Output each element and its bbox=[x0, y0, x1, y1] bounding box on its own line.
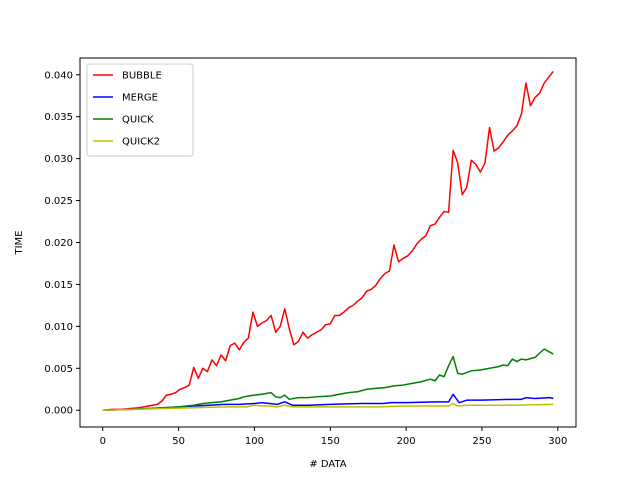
series-line-quick2 bbox=[102, 402, 554, 411]
series-line-merge bbox=[102, 393, 554, 411]
series-line-quick bbox=[102, 348, 554, 411]
y-tick-label: 0.030 bbox=[44, 154, 73, 165]
x-axis-label: # DATA bbox=[309, 459, 346, 470]
y-tick-label: 0.015 bbox=[44, 280, 73, 291]
y-tick-label: 0.035 bbox=[44, 112, 73, 123]
legend-box bbox=[86, 63, 194, 157]
y-tick-label: 0.000 bbox=[44, 406, 73, 417]
x-tick-label: 250 bbox=[472, 436, 491, 447]
x-tick-label: 50 bbox=[172, 436, 185, 447]
y-tick-label: 0.020 bbox=[44, 238, 73, 249]
x-tick-label: 150 bbox=[321, 436, 340, 447]
legend-label: MERGE bbox=[122, 93, 158, 104]
y-axis: 0.000 0.005 0.010 0.015 0.020 0.025 0.030 0.035… bbox=[44, 70, 80, 417]
y-tick-label: 0.025 bbox=[44, 196, 73, 207]
y-tick-label: 0.005 bbox=[44, 364, 73, 375]
legend-label: QUICK2 bbox=[122, 137, 160, 148]
x-tick-label: 0 bbox=[100, 436, 106, 447]
y-tick-label: 0.040 bbox=[44, 70, 73, 81]
legend-label: BUBBLE bbox=[122, 71, 162, 82]
series-line-bubble bbox=[102, 70, 554, 411]
legend-label: QUICK bbox=[122, 115, 154, 126]
y-tick-label: 0.010 bbox=[44, 322, 73, 333]
x-axis: 0 50 100 150 200 250 300 bbox=[100, 427, 567, 447]
x-tick-label: 200 bbox=[397, 436, 416, 447]
series-layer bbox=[102, 70, 554, 411]
legend: BUBBLE MERGE QUICK QUICK2 bbox=[86, 63, 194, 157]
x-tick-label: 100 bbox=[245, 436, 264, 447]
x-tick-label: 300 bbox=[548, 436, 567, 447]
y-axis-label: TIME bbox=[14, 230, 25, 255]
